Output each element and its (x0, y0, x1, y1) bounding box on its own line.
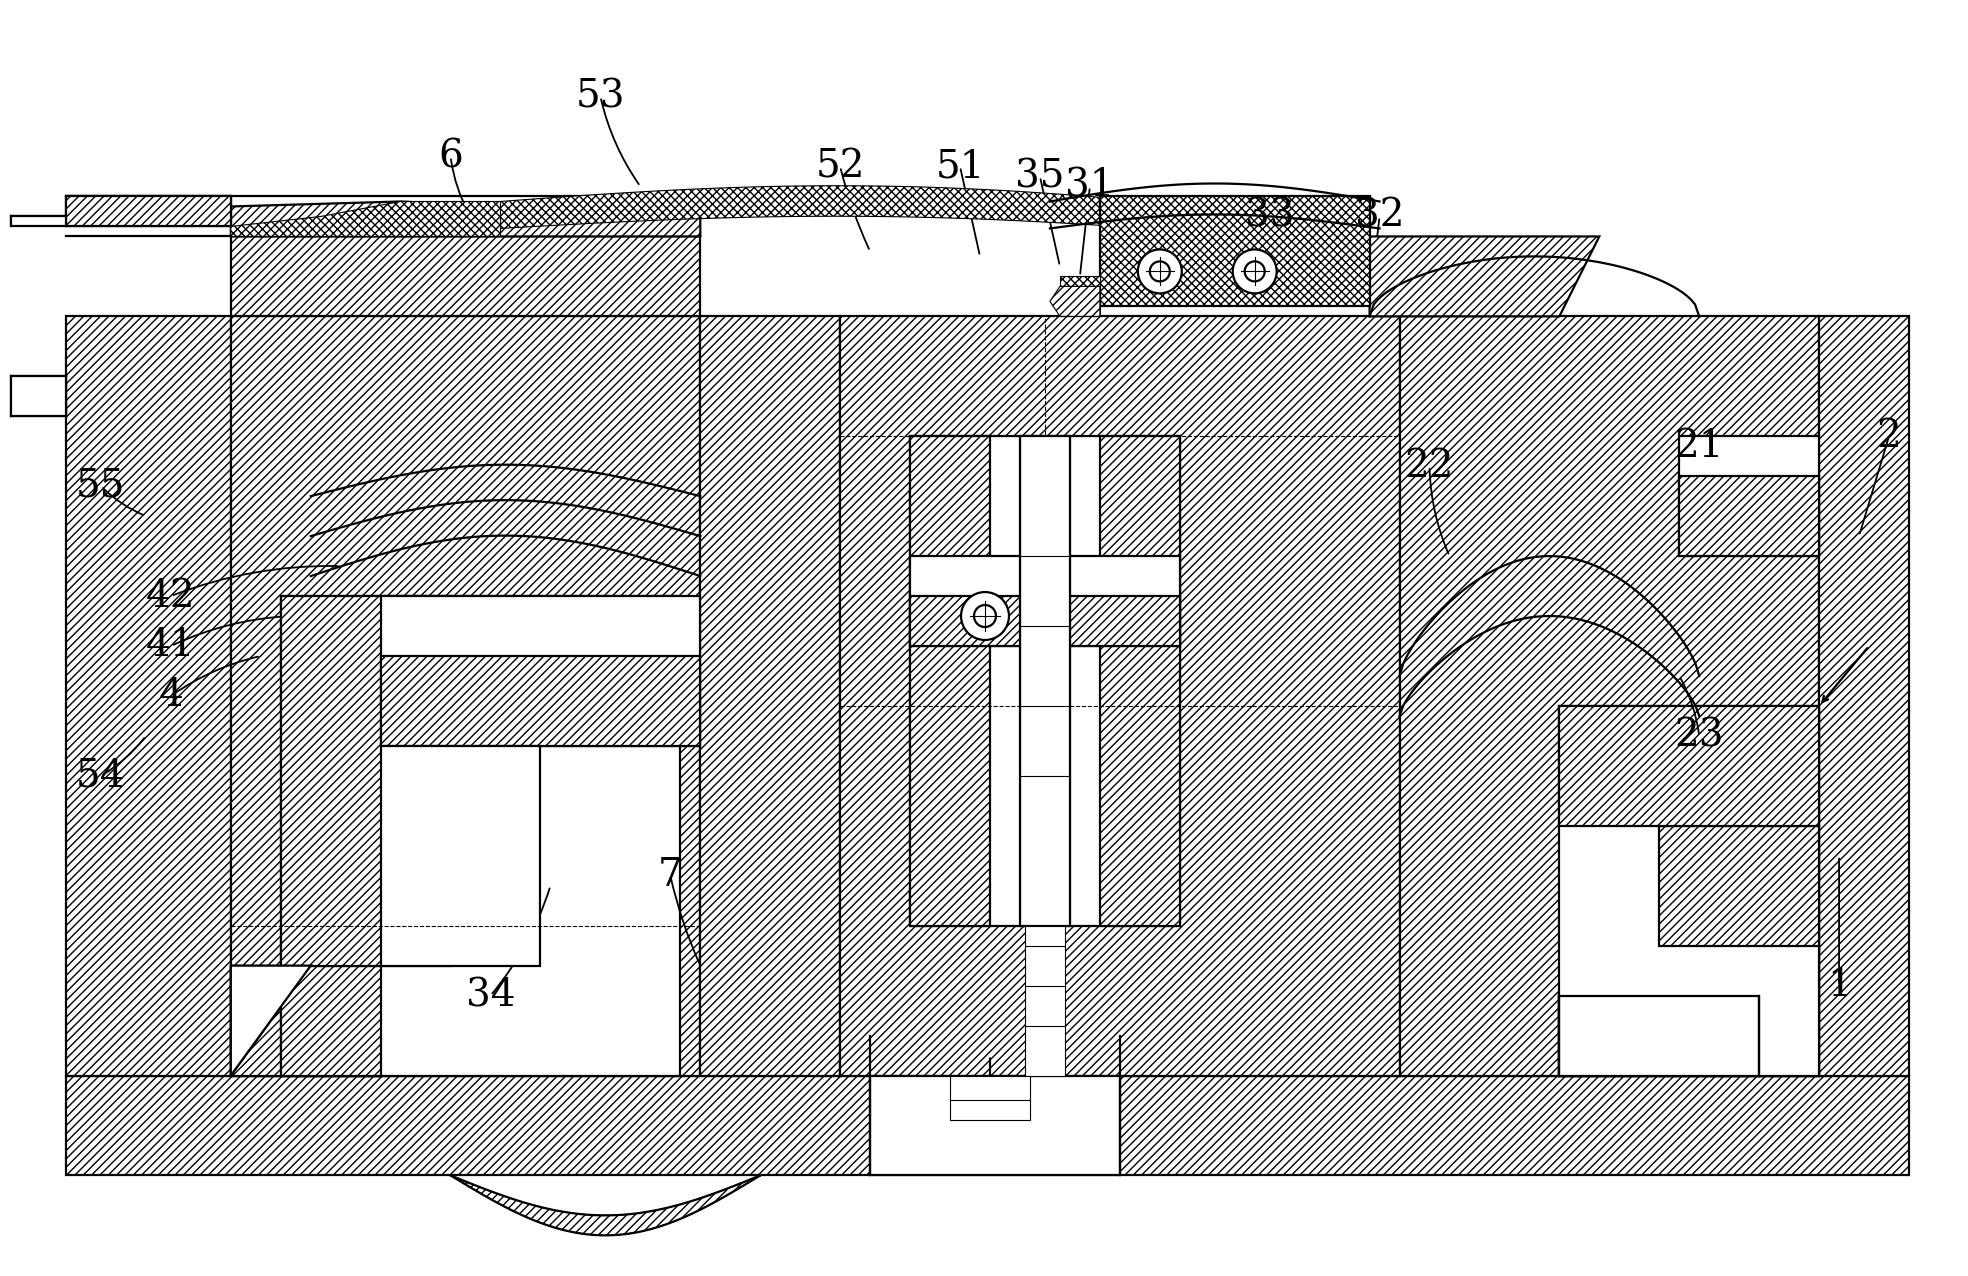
Text: 51: 51 (935, 148, 984, 185)
Polygon shape (230, 202, 701, 236)
Polygon shape (1399, 316, 1818, 1076)
Polygon shape (1559, 995, 1759, 1076)
Text: 32: 32 (1354, 198, 1405, 235)
Polygon shape (1100, 436, 1179, 925)
Polygon shape (1818, 316, 1909, 1076)
Text: 34: 34 (466, 977, 516, 1014)
Text: 4: 4 (159, 678, 183, 715)
Polygon shape (1025, 925, 1065, 1076)
Polygon shape (1019, 436, 1071, 925)
Polygon shape (12, 376, 67, 416)
Polygon shape (380, 656, 701, 746)
Text: 6: 6 (439, 138, 462, 175)
Polygon shape (909, 436, 1179, 925)
Polygon shape (909, 596, 1179, 646)
Polygon shape (1100, 197, 1370, 306)
Text: 1: 1 (1826, 967, 1852, 1004)
Text: 42: 42 (146, 578, 195, 615)
Polygon shape (281, 966, 380, 1076)
Polygon shape (1051, 286, 1100, 316)
Polygon shape (840, 316, 1399, 1076)
Polygon shape (1370, 236, 1600, 316)
Text: 23: 23 (1675, 717, 1724, 754)
Polygon shape (701, 316, 840, 1076)
Polygon shape (909, 556, 1179, 646)
Text: 31: 31 (1065, 168, 1114, 205)
Polygon shape (67, 316, 230, 1076)
Polygon shape (1061, 277, 1100, 316)
Circle shape (1138, 249, 1183, 293)
Polygon shape (451, 1175, 760, 1235)
Polygon shape (380, 596, 701, 746)
Polygon shape (1679, 476, 1818, 556)
Polygon shape (230, 202, 500, 236)
Polygon shape (230, 316, 701, 1076)
Polygon shape (67, 1076, 1909, 1175)
Text: 7: 7 (657, 857, 683, 894)
Polygon shape (1559, 995, 1759, 1076)
Polygon shape (67, 197, 230, 226)
Polygon shape (909, 436, 990, 925)
Circle shape (1232, 249, 1277, 293)
Text: 55: 55 (77, 468, 126, 505)
Polygon shape (230, 966, 380, 1076)
Text: 22: 22 (1405, 448, 1454, 485)
Polygon shape (1659, 826, 1818, 946)
Text: 53: 53 (577, 78, 626, 115)
Text: 35: 35 (1015, 158, 1065, 195)
Polygon shape (230, 236, 701, 316)
Polygon shape (281, 596, 681, 1076)
Polygon shape (230, 966, 311, 1076)
Circle shape (960, 592, 1010, 641)
Polygon shape (1759, 946, 1818, 1076)
Polygon shape (1559, 706, 1818, 1076)
Polygon shape (1679, 436, 1818, 556)
Text: 21: 21 (1675, 427, 1724, 464)
Text: 52: 52 (815, 148, 864, 185)
Polygon shape (230, 966, 380, 1076)
Text: 33: 33 (1246, 198, 1295, 235)
Text: 41: 41 (146, 628, 195, 665)
Polygon shape (281, 596, 451, 966)
Polygon shape (951, 1076, 1029, 1120)
Polygon shape (870, 1076, 1120, 1175)
Polygon shape (380, 746, 541, 966)
Polygon shape (1559, 706, 1818, 826)
Polygon shape (67, 197, 230, 226)
Polygon shape (1559, 946, 1818, 1076)
Polygon shape (500, 186, 1250, 236)
Text: 2: 2 (1877, 417, 1901, 454)
Polygon shape (12, 217, 67, 226)
Text: 54: 54 (77, 758, 126, 795)
